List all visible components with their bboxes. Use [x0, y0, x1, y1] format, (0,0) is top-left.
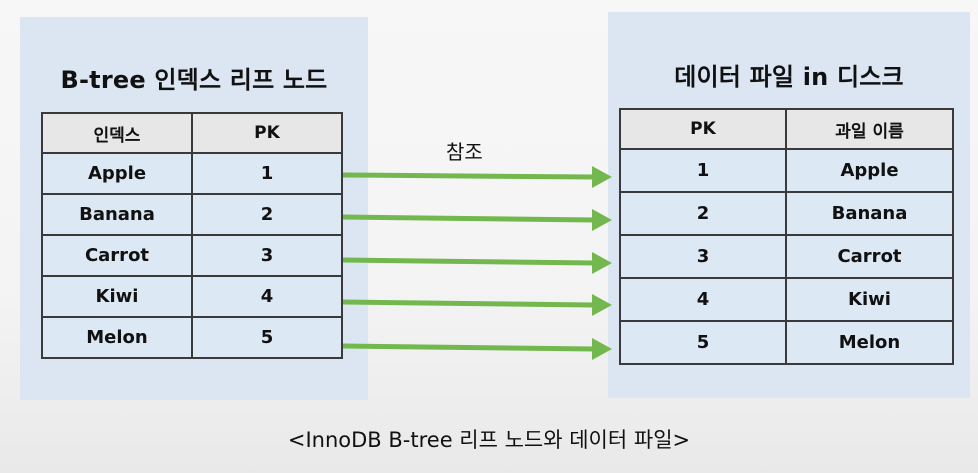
table-row: Banana 2: [41, 193, 343, 236]
fruit-name-cell: Kiwi: [785, 277, 954, 322]
index-cell: Carrot: [41, 234, 193, 277]
index-leaf-title: B-tree 인덱스 리프 노드: [60, 66, 328, 94]
fruit-name-cell: Melon: [785, 320, 954, 365]
table-row: Melon 5: [41, 316, 343, 359]
pk-cell: 4: [619, 277, 787, 322]
data-file-table: PK 과일 이름 1 Apple 2 Banana 3 Carrot 4 Kiw…: [619, 108, 954, 365]
pk-cell: 5: [619, 320, 787, 365]
fruit-name-cell: Apple: [785, 148, 954, 193]
reference-arrow-4: [342, 294, 612, 316]
figure-caption: <InnoDB B-tree 리프 노드와 데이터 파일>: [287, 428, 691, 452]
table-row: Carrot 3: [41, 234, 343, 277]
pk-cell: 3: [619, 234, 787, 279]
reference-arrow-1: [342, 166, 612, 188]
data-file-panel: 데이터 파일 in 디스크 PK 과일 이름 1 Apple 2 Banana …: [608, 12, 970, 398]
table-row: Apple 1: [41, 152, 343, 195]
index-leaf-table: 인덱스 PK Apple 1 Banana 2 Carrot 3 Kiwi 4: [41, 112, 343, 359]
table-row: 3 Carrot: [619, 234, 954, 279]
index-leaf-panel: B-tree 인덱스 리프 노드 인덱스 PK Apple 1 Banana 2…: [20, 17, 368, 400]
pk-cell: 1: [191, 152, 343, 195]
table-row: 5 Melon: [619, 320, 954, 365]
index-cell: Kiwi: [41, 275, 193, 318]
pk-cell: 3: [191, 234, 343, 277]
pk-column-header: PK: [619, 108, 787, 150]
index-leaf-header-row: 인덱스 PK: [41, 112, 343, 154]
fruit-name-cell: Banana: [785, 191, 954, 236]
pk-cell: 2: [191, 193, 343, 236]
pk-cell: 5: [191, 316, 343, 359]
pk-cell: 4: [191, 275, 343, 318]
index-cell: Melon: [41, 316, 193, 359]
pk-cell: 1: [619, 148, 787, 193]
pk-cell: 2: [619, 191, 787, 236]
pk-column-header: PK: [191, 112, 343, 154]
table-row: Kiwi 4: [41, 275, 343, 318]
table-row: 2 Banana: [619, 191, 954, 236]
reference-arrow-3: [342, 252, 612, 274]
reference-label: 참조: [446, 140, 483, 164]
data-file-header-row: PK 과일 이름: [619, 108, 954, 150]
fruit-name-cell: Carrot: [785, 234, 954, 279]
reference-arrow-2: [342, 209, 612, 231]
data-file-title: 데이터 파일 in 디스크: [674, 63, 904, 91]
index-cell: Banana: [41, 193, 193, 236]
reference-arrow-5: [342, 338, 612, 360]
index-column-header: 인덱스: [41, 112, 193, 154]
fruit-name-column-header: 과일 이름: [785, 108, 954, 150]
table-row: 4 Kiwi: [619, 277, 954, 322]
index-cell: Apple: [41, 152, 193, 195]
table-row: 1 Apple: [619, 148, 954, 193]
